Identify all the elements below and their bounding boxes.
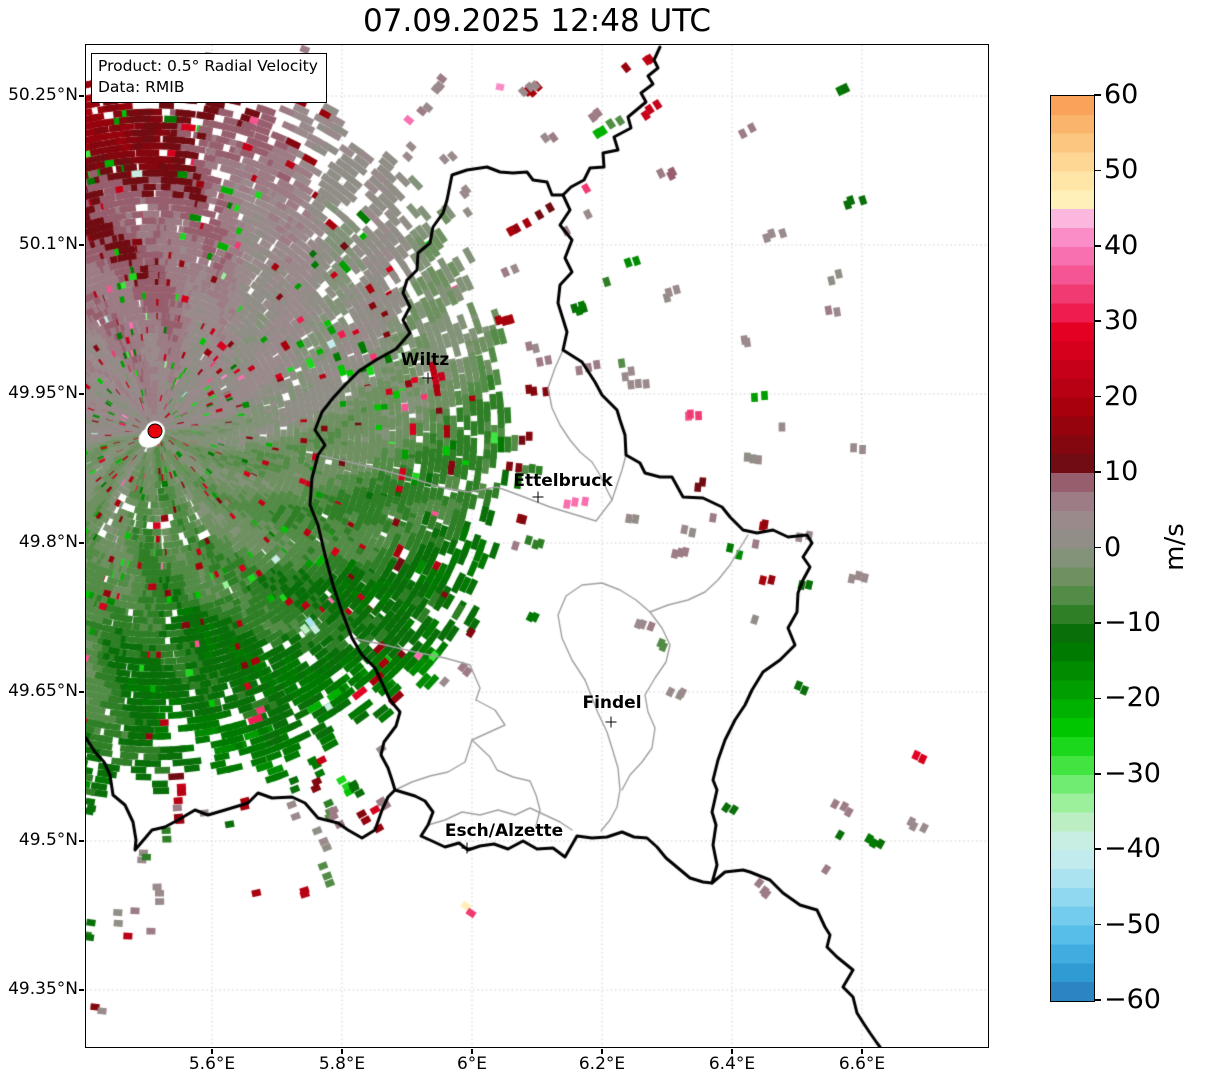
x-tick-mark (471, 1048, 473, 1054)
y-tick-label: 49.35°N (8, 979, 78, 999)
x-tick-label: 6.4°E (708, 1054, 756, 1074)
colorbar-tick-label: 30 (1104, 305, 1139, 337)
city-marker-wiltz (422, 372, 434, 384)
colorbar-tick-label: −30 (1104, 757, 1161, 789)
city-label-wiltz: Wiltz (400, 350, 450, 370)
y-tick-mark (79, 393, 85, 395)
city-marker-ettelbruck (532, 491, 544, 503)
colorbar-tick-mark (1094, 320, 1101, 323)
colorbar-tick-label: 20 (1104, 380, 1139, 412)
colorbar-tick-label: −20 (1104, 682, 1161, 714)
colorbar-unit-label: m/s (1160, 523, 1190, 571)
colorbar-tick-label: 50 (1104, 154, 1139, 186)
colorbar-tick-mark (1094, 395, 1101, 398)
x-tick-mark (861, 1048, 863, 1054)
y-tick-label: 49.8°N (18, 532, 78, 552)
colorbar-tick-mark (1094, 923, 1101, 926)
colorbar-tick-mark (1094, 546, 1101, 549)
x-tick-mark (341, 1048, 343, 1054)
x-tick-label: 6.2°E (578, 1054, 626, 1074)
plot-title: 07.09.2025 12:48 UTC (363, 3, 711, 39)
radar-site-marker (147, 423, 163, 439)
colorbar-tick-mark (1094, 999, 1101, 1001)
city-label-findel: Findel (582, 693, 642, 713)
y-tick-mark (79, 989, 85, 991)
colorbar-tick-label: −10 (1104, 606, 1161, 638)
y-tick-mark (79, 542, 85, 544)
colorbar-tick-label: −60 (1104, 984, 1161, 1015)
x-tick-mark (211, 1048, 213, 1054)
city-label-esch-alzette: Esch/Alzette (444, 821, 564, 841)
colorbar-tick-label: −50 (1104, 908, 1161, 940)
y-tick-label: 49.95°N (8, 383, 78, 403)
colorbar-tick-mark (1094, 471, 1101, 473)
colorbar-tick-mark (1094, 697, 1101, 700)
colorbar-tick-mark (1094, 245, 1101, 247)
colorbar-gradient (1051, 96, 1094, 1001)
y-tick-label: 50.25°N (8, 85, 78, 105)
city-marker-esch-alzette (461, 842, 473, 854)
map-plot-area: Product: 0.5° Radial Velocity Data: RMIB (85, 44, 989, 1048)
radar-map-canvas (86, 45, 988, 1047)
x-tick-label: 5.8°E (318, 1054, 366, 1074)
city-label-ettelbruck: Ettelbruck (513, 471, 613, 491)
y-tick-mark (79, 691, 85, 693)
colorbar-tick-label: −40 (1104, 833, 1161, 865)
x-tick-label: 6°E (456, 1054, 488, 1074)
colorbar-tick-label: 60 (1104, 79, 1139, 110)
colorbar-tick-mark (1094, 772, 1101, 775)
x-tick-label: 5.6°E (188, 1054, 236, 1074)
x-tick-mark (731, 1048, 733, 1054)
x-tick-mark (601, 1048, 603, 1054)
city-marker-findel (605, 716, 617, 728)
product-info-box: Product: 0.5° Radial Velocity Data: RMIB (91, 53, 327, 103)
colorbar-tick-mark (1094, 94, 1101, 96)
colorbar (1050, 95, 1095, 1002)
y-tick-mark (79, 840, 85, 842)
y-tick-label: 50.1°N (18, 234, 78, 254)
y-tick-label: 49.65°N (8, 681, 78, 701)
colorbar-tick-label: 0 (1104, 531, 1122, 563)
y-tick-mark (79, 244, 85, 246)
product-label: Product: 0.5° Radial Velocity (98, 57, 318, 75)
colorbar-tick-mark (1094, 848, 1101, 850)
colorbar-tick-mark (1094, 169, 1101, 172)
data-source-label: Data: RMIB (98, 78, 185, 96)
colorbar-tick-label: 10 (1104, 456, 1139, 488)
x-tick-label: 6.6°E (838, 1054, 886, 1074)
y-tick-mark (79, 95, 85, 97)
colorbar-tick-mark (1094, 622, 1101, 624)
colorbar-tick-label: 40 (1104, 229, 1139, 261)
y-tick-label: 49.5°N (18, 830, 78, 850)
